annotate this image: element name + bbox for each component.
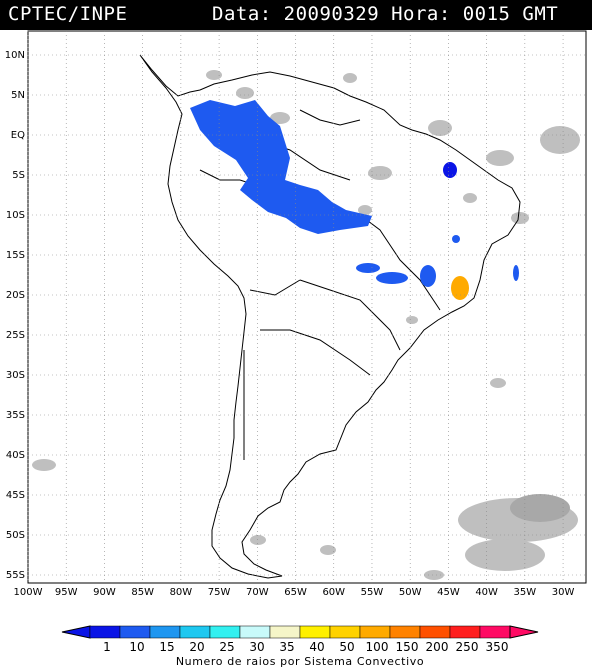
legend-label: 30	[249, 640, 264, 652]
legend-swatch	[419, 625, 451, 639]
legend-label: 100	[366, 640, 389, 652]
legend-swatch	[269, 625, 301, 639]
lat-label: 30S	[6, 370, 25, 381]
map-header: CPTEC/INPE Data: 20090329 Hora: 0015 GMT	[0, 0, 592, 30]
lat-label: 10S	[6, 210, 25, 221]
longitude-labels: 100W 95W 90W 85W 80W 75W 70W 65W 60W 55W 50W 45W 40W…	[14, 587, 575, 598]
lon-label: 35W	[514, 587, 537, 598]
legend-label: 20	[189, 640, 204, 652]
datetime-label: Data: 20090329 Hora: 0015 GMT	[212, 3, 559, 25]
lat-label: 40S	[6, 450, 25, 461]
legend-label: 15	[159, 640, 174, 652]
lat-label: 25S	[6, 330, 25, 341]
latitude-labels: 10N 5N EQ 5S 10S 15S 20S 25S 30S 35S 40S 45S 50S 55S	[5, 50, 25, 581]
convective-systems	[190, 100, 519, 300]
lat-label: 10N	[5, 50, 25, 61]
legend-label: 25	[219, 640, 234, 652]
lat-label: 5N	[11, 90, 25, 101]
legend-arrow-left	[61, 625, 91, 639]
legend-label: 10	[129, 640, 144, 652]
lon-label: 100W	[14, 587, 43, 598]
legend-swatch	[209, 625, 241, 639]
lon-label: 95W	[55, 587, 78, 598]
legend-swatch	[149, 625, 181, 639]
legend-label: 150	[396, 640, 419, 652]
cloud-cover	[32, 70, 580, 580]
legend-swatch	[359, 625, 391, 639]
legend-label: 40	[309, 640, 324, 652]
lat-label: EQ	[11, 130, 25, 141]
lon-label: 75W	[208, 587, 231, 598]
lon-label: 90W	[93, 587, 116, 598]
legend-label: 35	[279, 640, 294, 652]
legend-label: 350	[486, 640, 509, 652]
legend-swatch	[239, 625, 271, 639]
legend-swatch	[449, 625, 481, 639]
legend-arrow-right	[509, 625, 539, 639]
lon-label: 40W	[475, 587, 498, 598]
lon-label: 65W	[284, 587, 307, 598]
legend-swatch	[329, 625, 361, 639]
legend-title: Numero de raios por Sistema Convectivo	[175, 655, 425, 668]
legend-label: 1	[103, 640, 111, 652]
legend-swatch	[479, 625, 511, 639]
legend-swatch	[89, 625, 121, 639]
lat-label: 50S	[6, 530, 25, 541]
color-legend: 1 10 15 20 25 30 35 40 50 100 150 200 250 350	[61, 625, 539, 652]
lon-label: 60W	[322, 587, 345, 598]
legend-swatch	[299, 625, 331, 639]
lon-label: 45W	[437, 587, 460, 598]
lat-label: 45S	[6, 490, 25, 501]
lon-label: 80W	[170, 587, 193, 598]
lat-label: 5S	[12, 170, 25, 181]
legend-label: 250	[456, 640, 479, 652]
lat-label: 20S	[6, 290, 25, 301]
legend-label: 200	[426, 640, 449, 652]
lon-label: 85W	[131, 587, 154, 598]
lat-lon-grid	[27, 31, 586, 583]
map-frame	[27, 30, 587, 584]
lat-label: 55S	[6, 570, 25, 581]
lat-label: 15S	[6, 250, 25, 261]
source-label: CPTEC/INPE	[8, 3, 128, 25]
legend-label: 50	[339, 640, 354, 652]
lon-label: 70W	[246, 587, 269, 598]
lightning-map: 10N5NEQ5S10S15S20S25S30S35S40S45S50S55S …	[5, 30, 587, 598]
lon-label: 50W	[399, 587, 422, 598]
lon-label: 30W	[552, 587, 575, 598]
lon-label: 55W	[361, 587, 384, 598]
legend-swatch	[179, 625, 211, 639]
legend-swatch	[389, 625, 421, 639]
lat-label: 35S	[6, 410, 25, 421]
legend-swatch	[119, 625, 151, 639]
